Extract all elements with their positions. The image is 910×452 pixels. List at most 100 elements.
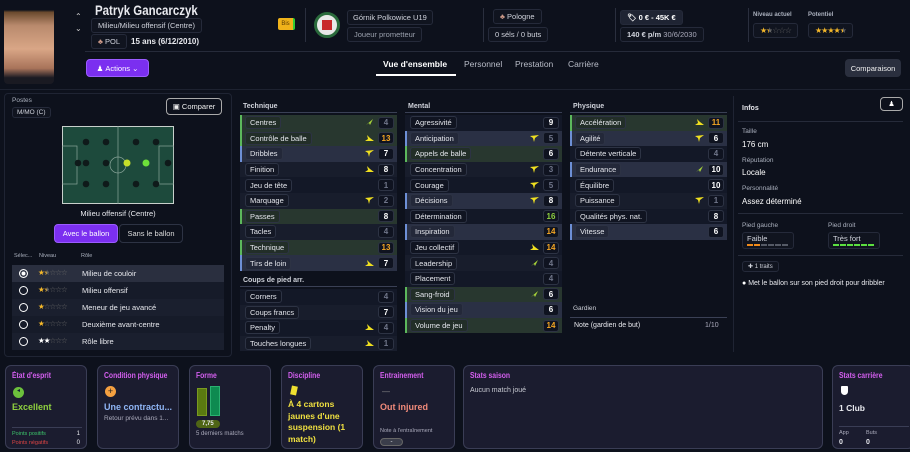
attribute-row[interactable]: Qualités phys. nat. 8 xyxy=(570,208,727,225)
attribute-row[interactable]: Finition 8 xyxy=(240,161,397,178)
attribute-row[interactable]: Tacles 4 xyxy=(240,224,397,240)
attribute-value: 13 xyxy=(378,241,394,254)
season-stats-card[interactable]: Stats saison Aucun match joué xyxy=(463,365,823,449)
traits-pill[interactable]: ✚ 1 traits xyxy=(742,261,779,272)
role-radio[interactable] xyxy=(19,268,28,278)
attribute-row[interactable]: Vision du jeu 6 xyxy=(405,302,562,318)
tab-3[interactable]: Carrière xyxy=(568,59,599,69)
training-card[interactable]: Entrainement — Out injured Note à l'entr… xyxy=(373,365,455,449)
attribute-row[interactable]: Vitesse 6 xyxy=(570,224,727,240)
attribute-row[interactable]: Détente verticale 4 xyxy=(570,146,727,162)
attribute-value: 9 xyxy=(543,116,559,129)
attribute-value: 7 xyxy=(378,147,394,160)
attribute-row[interactable]: Penalty 4 xyxy=(240,320,397,336)
role-radio[interactable] xyxy=(19,302,28,312)
attribute-row[interactable]: Appels de balle 6 xyxy=(405,146,562,162)
attribute-name: Penalty xyxy=(245,321,281,335)
club-name[interactable]: Górnik Polkowice U19 xyxy=(347,10,433,25)
prev-player-icon[interactable]: ⌃ xyxy=(75,12,82,21)
with-ball-toggle[interactable]: Avec le ballon xyxy=(54,224,118,243)
attribute-row[interactable]: Leadership 4 xyxy=(405,255,562,271)
squad-badge: Bis xyxy=(278,18,295,30)
pitch-position-dot xyxy=(82,138,90,146)
attribute-row[interactable]: Équilibre 10 xyxy=(570,177,727,193)
role-name: Rôle libre xyxy=(82,337,114,346)
goals-label: Buts xyxy=(866,430,878,436)
attribute-row[interactable]: Coups francs 7 xyxy=(240,304,397,321)
tab-0[interactable]: Vue d'ensemble xyxy=(383,59,448,69)
country-pill[interactable]: ♣ Pologne xyxy=(493,9,542,24)
attribute-name: Accélération xyxy=(575,116,627,130)
attribute-row[interactable]: Agilité 6 xyxy=(570,130,727,147)
attribute-row[interactable]: Placement 4 xyxy=(405,271,562,287)
attribute-row[interactable]: Décisions 8 xyxy=(405,193,562,209)
without-ball-toggle[interactable]: Sans le ballon xyxy=(119,224,183,243)
attribute-row[interactable]: Courage 5 xyxy=(405,177,562,193)
height-label: Taille xyxy=(742,128,757,135)
role-row[interactable]: ★★☆☆☆ Rôle libre xyxy=(12,333,224,350)
info-settings-button[interactable]: ♟ xyxy=(880,97,903,111)
compare-button[interactable]: ▣ Comparer xyxy=(166,98,222,115)
pitch-position-dot xyxy=(102,138,110,146)
attribute-row[interactable]: Volume de jeu 14 xyxy=(405,317,562,334)
attribute-row[interactable]: Touches longues 1 xyxy=(240,335,397,352)
compare-icon: ▣ xyxy=(172,102,182,111)
pitch-position-dot xyxy=(152,138,160,146)
attribute-value: 7 xyxy=(378,306,394,319)
attribute-row[interactable]: Tirs de loin 7 xyxy=(240,255,397,271)
foot-level-bar xyxy=(754,244,760,246)
col-select: Sélec... xyxy=(14,253,33,259)
trend-down-icon xyxy=(365,134,374,142)
role-radio[interactable] xyxy=(19,319,28,329)
height-value: 176 cm xyxy=(742,140,769,149)
discipline-card[interactable]: Discipline À 4 cartons jaunes d'une susp… xyxy=(281,365,363,449)
attribute-name: Équilibre xyxy=(575,178,615,192)
player-status: Joueur prometteur xyxy=(347,27,423,42)
attribute-row[interactable]: Corners 4 xyxy=(240,289,397,305)
comparison-button[interactable]: Comparaison xyxy=(845,59,901,77)
attribute-row[interactable]: Détermination 16 xyxy=(405,208,562,225)
tab-2[interactable]: Prestation xyxy=(515,59,554,69)
form-card[interactable]: Forme 7,75 5 derniers matchs xyxy=(189,365,271,449)
role-row[interactable]: ★☆☆☆☆ Meneur de jeu avancé xyxy=(12,299,224,316)
foot-level-bar xyxy=(775,244,781,246)
condition-card[interactable]: Condition physique + Une contractu... Re… xyxy=(97,365,179,449)
attribute-row[interactable]: Concentration 3 xyxy=(405,161,562,178)
attribute-value: 6 xyxy=(543,303,559,316)
actions-button[interactable]: ♟ Actions ⌄ xyxy=(86,59,149,77)
attribute-row[interactable]: Inspiration 14 xyxy=(405,224,562,240)
attribute-value: 4 xyxy=(378,290,394,303)
attribute-row[interactable]: Anticipation 5 xyxy=(405,130,562,147)
attribute-row[interactable]: Marquage 2 xyxy=(240,193,397,209)
goals-value: 0 xyxy=(866,439,870,446)
attribute-row[interactable]: Puissance 1 xyxy=(570,193,727,209)
attribute-row[interactable]: Passes 8 xyxy=(240,208,397,225)
attribute-row[interactable]: Technique 13 xyxy=(240,239,397,256)
attribute-name: Touches longues xyxy=(245,337,312,351)
attribute-row[interactable]: Jeu collectif 14 xyxy=(405,239,562,256)
attribute-row[interactable]: Jeu de tête 1 xyxy=(240,177,397,193)
role-row[interactable]: ★★☆☆☆ Milieu de couloir xyxy=(12,265,224,282)
attribute-value: 1 xyxy=(708,194,724,207)
attribute-row[interactable]: Endurance 10 xyxy=(570,161,727,178)
attribute-value: 10 xyxy=(708,179,724,192)
career-stats-card[interactable]: Stats carrière 1 Club App 0 Buts 0 xyxy=(832,365,910,449)
role-radio[interactable] xyxy=(19,336,28,346)
attribute-name: Jeu de tête xyxy=(245,178,293,192)
tab-1[interactable]: Personnel xyxy=(464,59,503,69)
attribute-row[interactable]: Contrôle de balle 13 xyxy=(240,130,397,147)
foot-level-bar xyxy=(861,244,867,246)
role-row[interactable]: ★☆☆☆☆ Deuxième avant-centre xyxy=(12,316,224,333)
morale-card[interactable]: État d'esprit ◂ Excellent Points positif… xyxy=(5,365,87,449)
attribute-row[interactable]: Dribbles 7 xyxy=(240,146,397,162)
attribute-row[interactable]: Agressivité 9 xyxy=(405,115,562,131)
next-player-icon[interactable]: ⌄ xyxy=(75,24,82,33)
role-row[interactable]: ★★☆☆☆ Milieu offensif xyxy=(12,282,224,299)
attribute-row[interactable]: Sang-froid 6 xyxy=(405,286,562,303)
attribute-name: Dribbles xyxy=(245,147,283,161)
role-radio[interactable] xyxy=(19,285,28,295)
attribute-name: Vitesse xyxy=(575,225,610,239)
attribute-row[interactable]: Accélération 11 xyxy=(570,115,727,131)
attribute-row[interactable]: Centres 4 xyxy=(240,115,397,131)
reputation-value: Locale xyxy=(742,168,766,177)
